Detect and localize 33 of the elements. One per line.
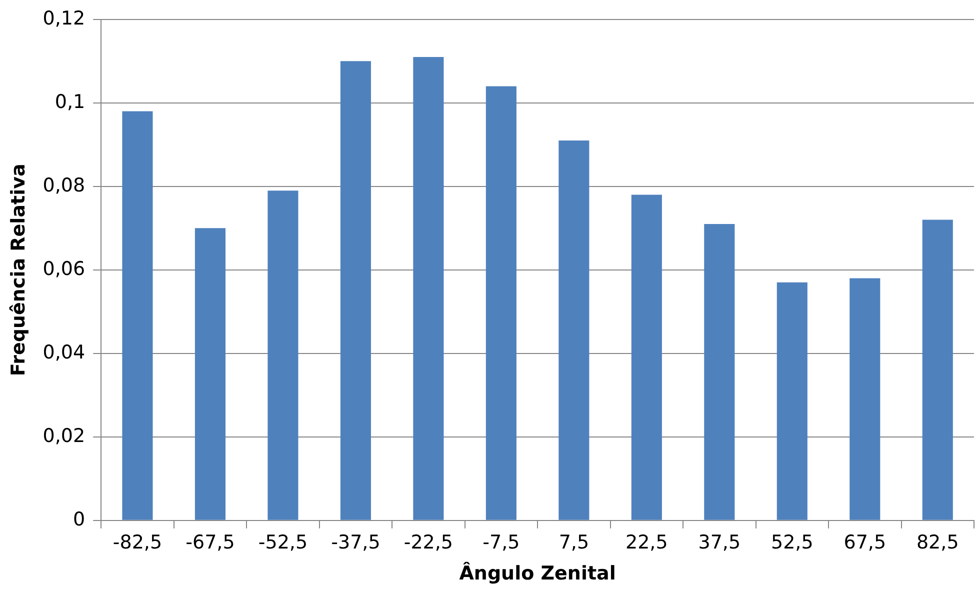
x-axis-title: Ângulo Zenital [459,562,616,585]
y-tick-label: 0,08 [42,174,86,196]
x-tick-label: 22,5 [626,532,668,554]
bar [558,140,590,520]
bar [776,282,808,520]
bar [194,228,226,520]
x-tick-label: 67,5 [844,532,886,554]
y-tick-label: 0,06 [42,258,86,280]
x-tick-label: 37,5 [698,532,741,554]
x-tick-label: -22,5 [404,532,454,554]
x-tick-label: -82,5 [112,532,162,554]
x-tick-label: -52,5 [258,532,308,554]
x-tick-label: -37,5 [331,532,380,554]
y-tick-label: 0,04 [42,341,86,364]
x-tick-label: -7,5 [482,532,520,554]
y-tick-label: 0 [73,508,86,530]
bar [122,111,153,520]
y-tick-label: 0,02 [42,424,86,447]
bar [340,61,371,520]
x-tick-label: 52,5 [770,532,814,554]
x-tick-label: 7,5 [558,532,590,554]
bar [850,278,880,520]
bar [631,194,662,520]
x-tick-label: -67,5 [186,532,235,554]
bar [486,86,516,520]
bar [922,220,953,520]
bar [704,224,735,520]
x-tick-label: 82,5 [916,532,959,554]
y-tick-label: 0,12 [42,7,86,30]
bar [268,190,298,520]
y-axis-title: Frequência Relativa [7,164,30,376]
bar [413,56,444,520]
y-tick-label: 0,1 [54,90,86,113]
